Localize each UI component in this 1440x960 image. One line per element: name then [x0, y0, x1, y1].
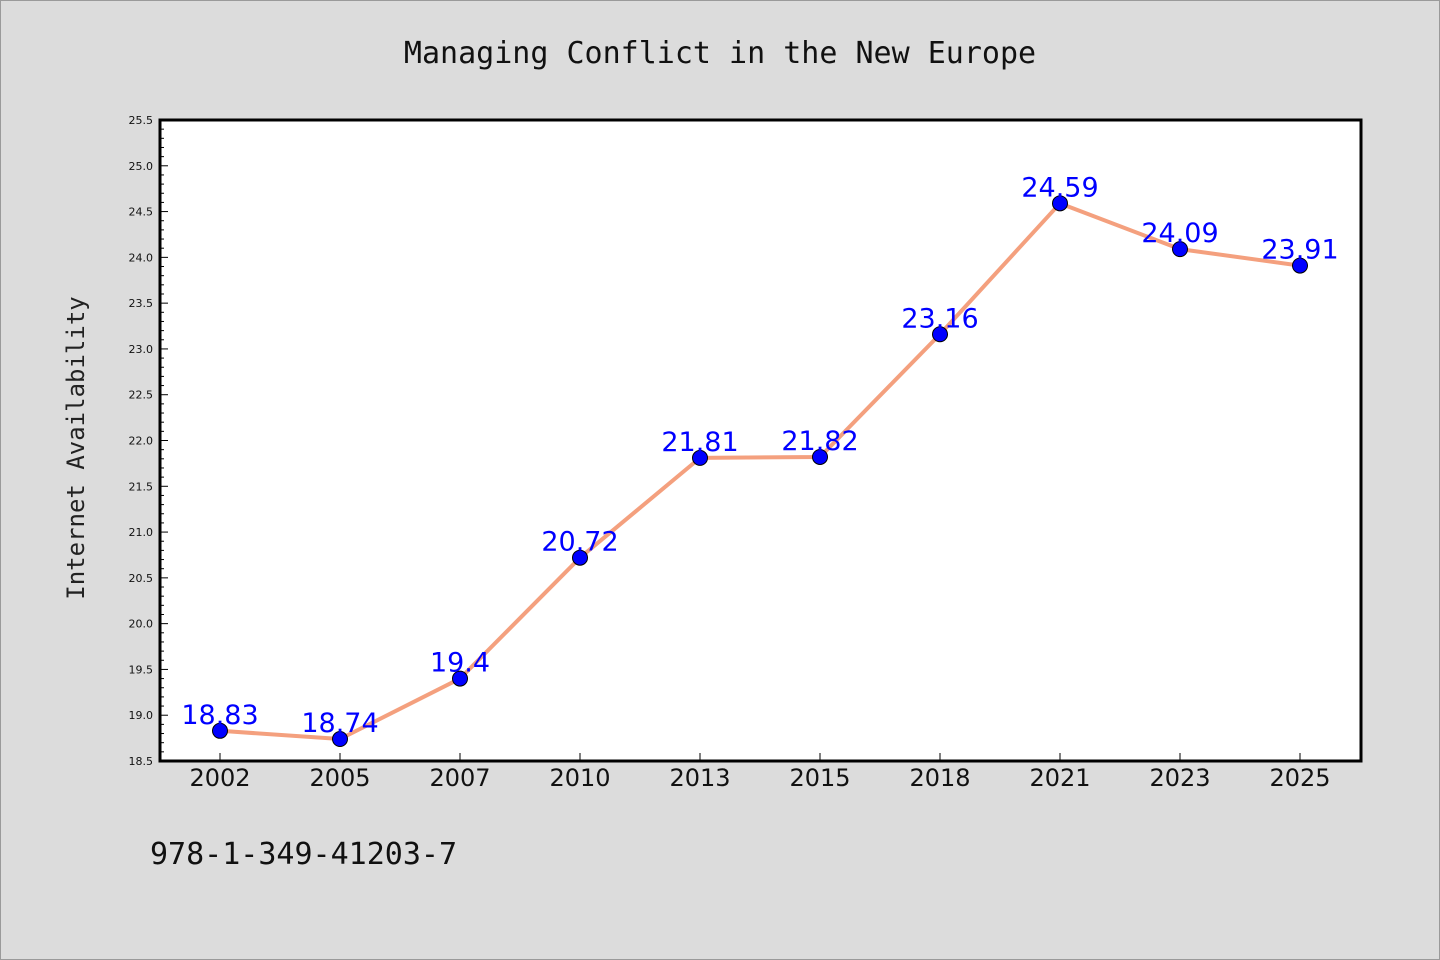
- x-tick-label: 2015: [789, 764, 850, 792]
- data-point: [1292, 257, 1308, 274]
- x-axis: 2002 2005 2007 2010 2013 2015 2018 2021 2023 2025: [189, 753, 1331, 792]
- isbn-label: 978-1-349-41203-7: [150, 837, 457, 872]
- y-tick-label: 20.0: [129, 618, 154, 631]
- data-label: 23.16: [901, 303, 978, 334]
- data-point: [332, 731, 348, 748]
- plot-border: [158, 118, 1363, 763]
- y-tick-label: 24.0: [129, 251, 154, 264]
- series-line: [218, 201, 1302, 742]
- data-point: [812, 448, 828, 465]
- x-tick-label: 2002: [189, 764, 250, 792]
- data-label: 18.83: [181, 700, 258, 731]
- x-tick-label: 2010: [549, 764, 610, 792]
- y-tick-label: 25.0: [129, 160, 154, 173]
- y-tick-label: 19.5: [129, 663, 154, 676]
- data-point: [1172, 241, 1188, 258]
- y-axis-label: Internet Availability: [62, 296, 90, 599]
- x-tick-label: 2023: [1149, 764, 1210, 792]
- x-tick-label: 2025: [1269, 764, 1330, 792]
- data-label: 21.81: [661, 427, 738, 458]
- x-tick-label: 2021: [1029, 764, 1090, 792]
- chart-title: Managing Conflict in the New Europe: [404, 36, 1036, 71]
- x-tick-label: 2007: [429, 764, 490, 792]
- x-tick-label: 2005: [309, 764, 370, 792]
- y-tick-label: 22.5: [129, 389, 154, 402]
- data-point: [452, 670, 468, 687]
- y-tick-label: 20.5: [129, 572, 154, 585]
- y-tick-label: 23.5: [129, 297, 154, 310]
- data-label: 21.82: [781, 426, 858, 457]
- data-label: 23.91: [1261, 235, 1338, 266]
- data-point: [932, 326, 948, 343]
- data-label: 24.59: [1021, 172, 1098, 203]
- plot-area: [160, 120, 1361, 761]
- data-label: 18.74: [301, 708, 378, 739]
- x-tick-label: 2018: [909, 764, 970, 792]
- y-tick-label: 25.5: [129, 114, 154, 127]
- series-layer: 18.83 18.74 19.4 20.72 21.81 21.82 23.16 24.59 2…: [181, 172, 1339, 748]
- data-point: [692, 449, 708, 466]
- y-tick-label: 18.5: [129, 755, 154, 768]
- y-tick-label: 19.0: [129, 709, 154, 722]
- data-point: [212, 722, 228, 739]
- y-tick-label: 22.0: [129, 435, 154, 448]
- y-tick-label: 21.0: [129, 526, 154, 539]
- data-label: 20.72: [541, 527, 618, 558]
- x-tick-label: 2013: [669, 764, 730, 792]
- y-tick-label: 24.5: [129, 206, 154, 219]
- y-axis: 18.5 19.0 19.5 20.0 20.5 21.0 21.5 22.0 22.5 23.0…: [129, 114, 168, 768]
- data-point: [572, 549, 588, 566]
- y-tick-label: 23.0: [129, 343, 154, 356]
- data-point: [1052, 195, 1068, 212]
- data-label: 24.09: [1141, 218, 1218, 249]
- y-tick-label: 21.5: [129, 480, 154, 493]
- data-label: 19.4: [430, 648, 490, 679]
